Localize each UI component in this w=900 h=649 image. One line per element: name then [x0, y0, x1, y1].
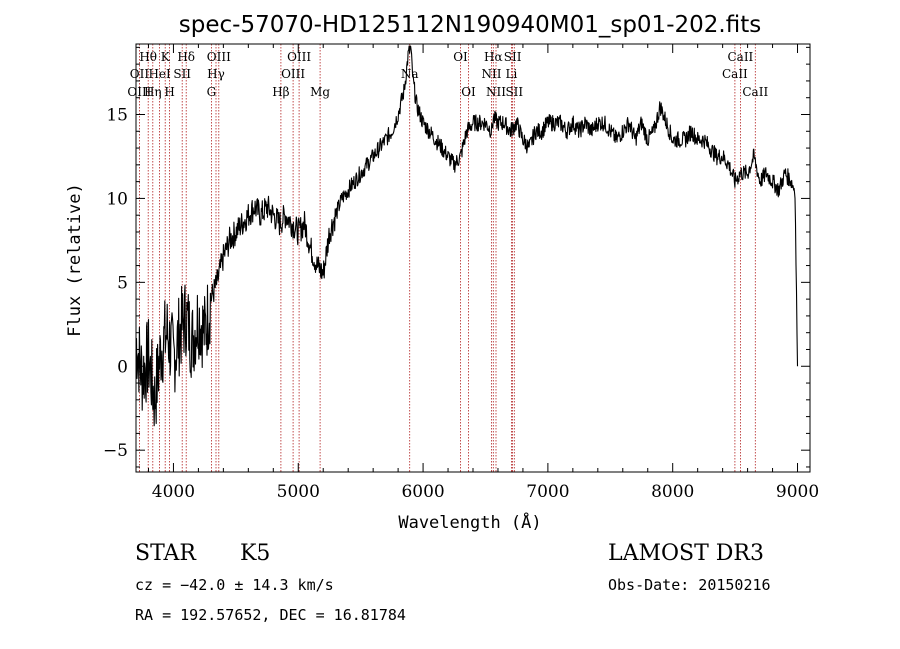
- line-marker-label: OI: [461, 85, 476, 99]
- y-tick-label: 0: [117, 357, 128, 377]
- x-tick-label: 6000: [401, 482, 444, 502]
- x-tick-label: 5000: [277, 482, 320, 502]
- spectrum-line: [135, 45, 799, 427]
- y-axis-ticks: −5 0 5 10 15: [103, 46, 810, 468]
- line-marker-label: Hη: [144, 85, 162, 99]
- line-marker-label: Li: [505, 67, 517, 81]
- line-marker-label: OI: [453, 50, 468, 64]
- line-marker-label: OIII: [281, 67, 305, 81]
- line-marker-label: Hθ: [139, 50, 157, 64]
- object-subclass: K5: [240, 541, 270, 566]
- line-marker-label: OIII: [207, 50, 231, 64]
- coordinates: RA = 192.57652, DEC = 16.81784: [135, 606, 406, 624]
- x-tick-label: 7000: [526, 482, 569, 502]
- line-marker-label: G: [207, 85, 217, 99]
- x-tick-label: 8000: [651, 482, 694, 502]
- line-marker-label: NII: [482, 67, 502, 81]
- y-tick-label: 5: [117, 273, 128, 293]
- x-axis-ticks: 4000 5000 6000 7000 8000 9000: [147, 44, 819, 502]
- y-axis-label: Flux (relative): [65, 183, 85, 337]
- line-marker-label: Hδ: [177, 50, 195, 64]
- line-marker-label: OIII: [287, 50, 311, 64]
- line-marker-label: Na: [401, 67, 419, 81]
- line-marker-label: SII: [505, 85, 523, 99]
- line-marker-label: HeI: [148, 67, 171, 81]
- line-marker-label: SII: [504, 50, 522, 64]
- line-marker-label: Hβ: [272, 85, 289, 99]
- x-tick-label: 4000: [152, 482, 195, 502]
- line-marker-label: CaII: [727, 50, 753, 64]
- line-marker-label: OIII: [127, 85, 151, 99]
- object-class: STAR: [135, 541, 197, 566]
- line-marker-label: CaII: [722, 67, 748, 81]
- redshift-value: cz = −42.0 ± 14.3 km/s: [135, 576, 334, 594]
- line-marker-label: K: [161, 50, 171, 64]
- y-tick-label: 10: [106, 189, 128, 209]
- line-marker-label: Hγ: [207, 67, 225, 81]
- x-tick-label: 9000: [776, 482, 819, 502]
- line-marker-label: H: [164, 85, 174, 99]
- line-marker-label: OII: [130, 67, 150, 81]
- plot-frame: [135, 43, 811, 473]
- line-marker-label: NII: [486, 85, 506, 99]
- y-tick-label: 15: [106, 105, 128, 125]
- line-marker-label: CaII: [742, 85, 768, 99]
- survey-name: LAMOST DR3: [608, 541, 764, 566]
- spectral-line-markers: [138, 44, 756, 472]
- chart-title: spec-57070-HD125112N190940M01_sp01-202.f…: [179, 12, 761, 38]
- y-tick-label: −5: [103, 441, 128, 461]
- line-marker-label: SII: [173, 67, 191, 81]
- observation-date: Obs-Date: 20150216: [608, 576, 771, 594]
- x-axis-label: Wavelength (Å): [398, 511, 541, 533]
- line-marker-label: Hα: [484, 50, 503, 64]
- line-marker-label: Mg: [310, 85, 330, 99]
